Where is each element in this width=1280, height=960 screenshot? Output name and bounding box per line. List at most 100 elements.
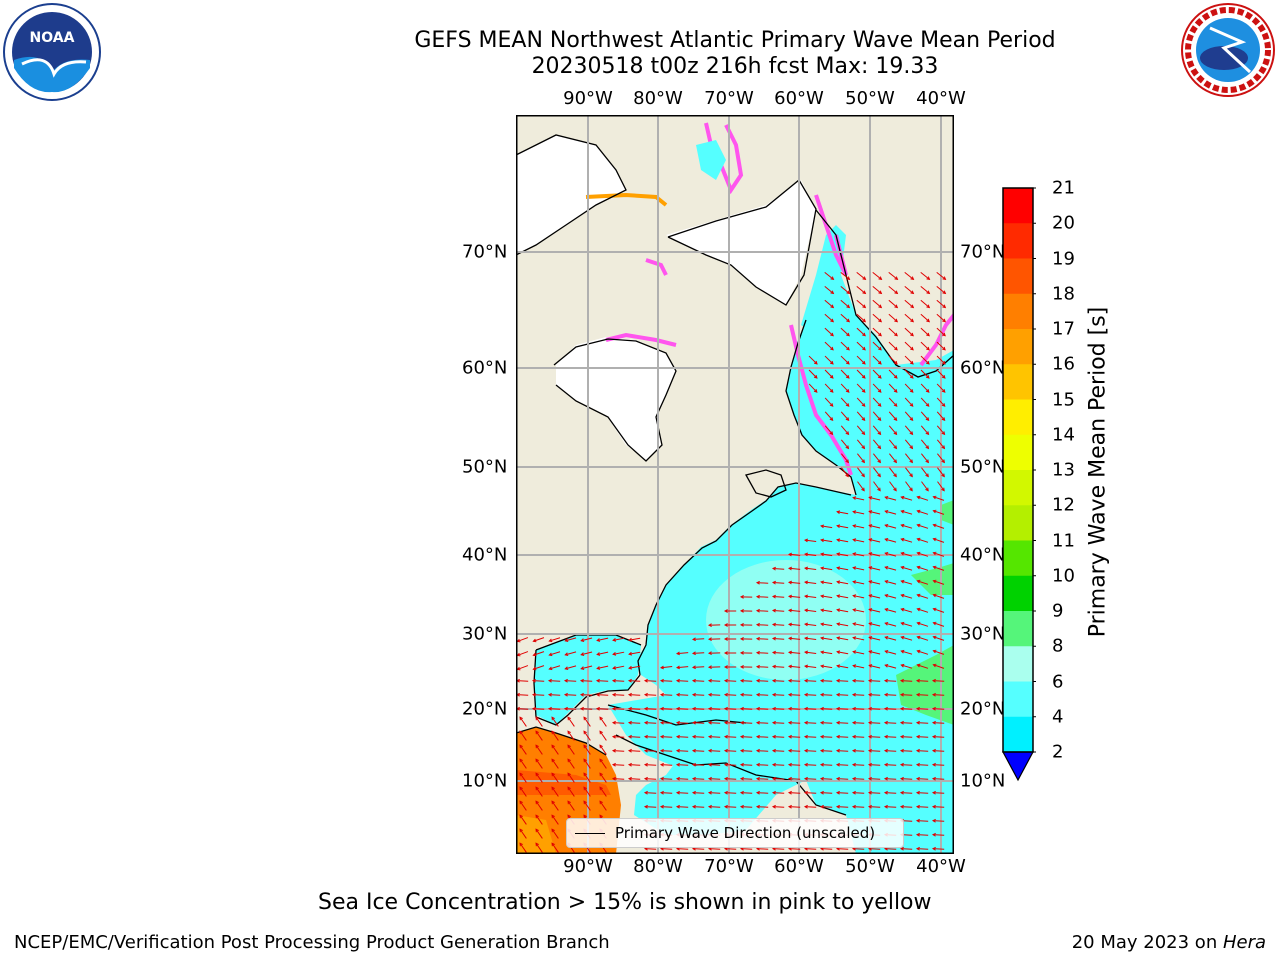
wave-arrow (888, 425, 897, 435)
wave-arrow (660, 722, 673, 724)
wave-arrow (535, 758, 543, 769)
wave-arrow (756, 708, 769, 710)
wave-arrow-head (659, 776, 664, 781)
wave-arrow-head (564, 666, 569, 671)
colorbar-tick-label: 14 (1052, 424, 1075, 446)
noaa-logo-text: NOAA (30, 30, 75, 46)
wave-arrow (724, 736, 737, 738)
wave-arrow-head (915, 790, 920, 795)
wave-arrow (888, 341, 898, 351)
wave-arrow (628, 722, 641, 724)
wave-arrow-head (899, 678, 904, 683)
wave-arrow (567, 730, 575, 741)
wave-arrow (916, 708, 929, 710)
wave-arrow-head (723, 790, 728, 795)
wave-arrow-head (893, 417, 898, 422)
wave-arrow-head (862, 332, 866, 337)
wave-arrow (740, 736, 753, 738)
wave-arrow (885, 608, 897, 613)
wave-arrow (788, 680, 801, 682)
wave-arrow (869, 524, 881, 529)
wave-arrow-head (942, 332, 946, 337)
wave-arrow (772, 651, 785, 654)
wave-arrow-head (803, 720, 808, 725)
wave-arrow (853, 665, 865, 669)
wave-arrow-head (579, 678, 584, 683)
wave-arrow (788, 581, 801, 584)
wave-arrow (921, 481, 929, 491)
wave-arrow-head (861, 431, 866, 436)
wave-arrow (549, 637, 561, 642)
lat-tick-left-30n: 30°N (462, 623, 508, 645)
wave-arrow-head (787, 790, 792, 795)
wave-arrow (836, 722, 849, 724)
wave-arrow-head (611, 678, 616, 683)
wave-arrow-head (691, 804, 696, 809)
wave-arrow-head (925, 459, 930, 464)
wave-arrow (820, 764, 833, 766)
wave-arrow (567, 716, 575, 727)
wave-arrow-head (739, 734, 744, 739)
wave-arrow-head (739, 637, 744, 641)
wave-arrow (888, 327, 898, 337)
wave-arrow (804, 609, 817, 613)
wave-arrow (804, 567, 817, 571)
wave-arrow-head (599, 786, 603, 791)
wave-arrow (660, 764, 673, 766)
wave-arrow-head (820, 594, 825, 599)
wave-arrow-head (877, 487, 881, 492)
wave-arrow (804, 539, 817, 543)
wave-arrow-head (852, 594, 857, 598)
lat-tick-right-10n: 10°N (960, 770, 1006, 792)
wave-arrow (840, 411, 850, 421)
colorbar-label: Primary Wave Mean Period [s] (1085, 306, 1111, 638)
wave-arrow (772, 722, 785, 724)
wave-arrow (788, 806, 801, 808)
wave-arrow (932, 792, 945, 794)
wave-arrow-head (535, 786, 539, 791)
wave-arrow-head (884, 524, 889, 528)
wave-arrow (856, 271, 866, 280)
wave-arrow-head (868, 650, 873, 654)
wave-arrow (917, 636, 929, 641)
wave-arrow (740, 792, 753, 794)
wave-arrow (884, 680, 897, 682)
wave-arrow (869, 664, 881, 669)
wave-arrow-head (787, 552, 792, 557)
wave-arrow (583, 744, 591, 755)
wave-arrow-head (916, 663, 921, 668)
wave-arrow (888, 313, 898, 323)
wave-arrow-head (691, 692, 696, 697)
wave-arrow-head (707, 776, 712, 781)
wave-arrow-head (804, 664, 809, 669)
wave-arrow (612, 680, 625, 682)
wave-arrow-head (910, 318, 915, 323)
wave-arrow-head (820, 650, 825, 655)
wave-arrow-head (755, 580, 760, 585)
wave-arrow (904, 285, 914, 294)
wave-arrow (857, 467, 865, 477)
wave-arrow-head (643, 790, 648, 795)
wave-arrow (841, 467, 849, 477)
wave-arrow-head (599, 800, 603, 805)
wave-arrow (788, 778, 801, 780)
wave-arrow-head (535, 730, 539, 735)
wave-arrow-head (532, 652, 537, 657)
wave-arrow-head (643, 720, 648, 725)
wave-arrow (868, 806, 881, 808)
wave-arrow-head (900, 495, 905, 500)
wave-arrow (916, 834, 929, 836)
wave-arrow (724, 764, 737, 766)
wave-arrow-head (931, 776, 936, 781)
wave-arrow-head (660, 665, 665, 670)
wave-arrow-head (771, 622, 776, 627)
wave-arrow (932, 778, 945, 780)
wave-arrow (612, 750, 625, 752)
wave-arrow (628, 708, 641, 710)
legend-label: Primary Wave Direction (unscaled) (615, 824, 876, 842)
wave-arrow-head (628, 637, 633, 642)
wave-arrow-head (643, 762, 648, 767)
wave-arrow (856, 411, 866, 421)
wave-arrow-head (931, 790, 936, 795)
wave-arrow-head (519, 772, 523, 777)
